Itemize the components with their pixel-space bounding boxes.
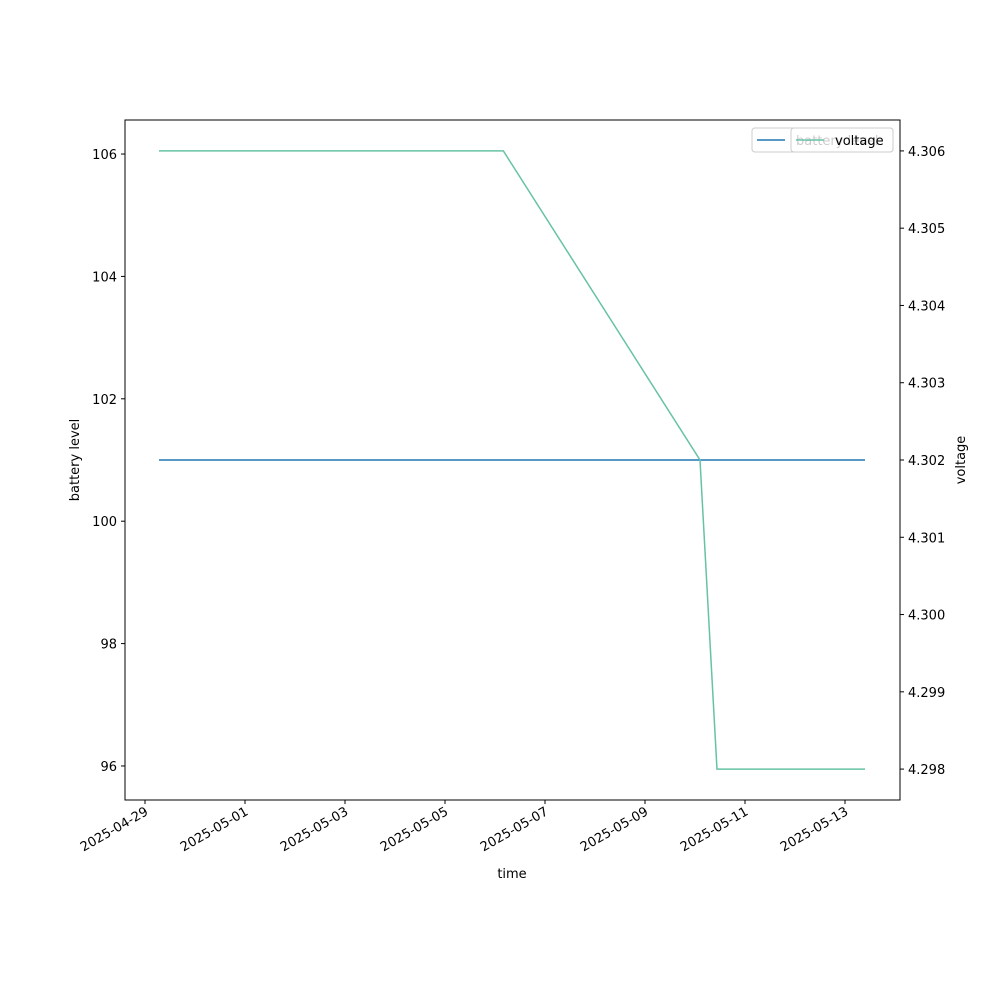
x-tick-label: 2025-04-29 <box>78 804 151 855</box>
y-tick-label: 104 <box>92 270 117 285</box>
y2-axis-label: voltage <box>954 436 969 485</box>
y2-tick-label: 4.301 <box>908 531 945 546</box>
x-tick-label: 2025-05-05 <box>378 804 451 855</box>
y-axis-label: battery level <box>68 419 83 502</box>
x-tick-label: 2025-05-11 <box>678 804 751 855</box>
y-tick-label: 100 <box>92 515 117 530</box>
legend-box <box>790 127 894 153</box>
y2-tick-label: 4.305 <box>908 222 945 237</box>
y2-tick-label: 4.303 <box>908 377 945 392</box>
y-tick-label: 102 <box>92 393 117 408</box>
x-tick-label: 2025-05-01 <box>178 804 251 855</box>
y-tick-label: 96 <box>100 760 117 775</box>
x-axis-label: time <box>497 867 526 882</box>
y-tick-label: 106 <box>92 148 117 163</box>
y2-tick-label: 4.302 <box>908 454 945 469</box>
x-tick-label: 2025-05-13 <box>778 804 851 855</box>
x-tick-label: 2025-05-09 <box>578 804 651 855</box>
y2-tick-label: 4.300 <box>908 609 945 624</box>
x-tick-label: 2025-05-07 <box>478 804 551 855</box>
y2-tick-label: 4.299 <box>908 686 945 701</box>
y-tick-label: 98 <box>100 638 117 653</box>
x-tick-label: 2025-05-03 <box>278 804 351 855</box>
series-line <box>158 150 865 770</box>
legend-label: voltage <box>835 134 884 149</box>
y2-tick-label: 4.304 <box>908 299 945 314</box>
legend: voltage <box>790 127 894 153</box>
y2-tick-label: 4.298 <box>908 763 945 778</box>
y2-tick-label: 4.306 <box>908 145 945 160</box>
